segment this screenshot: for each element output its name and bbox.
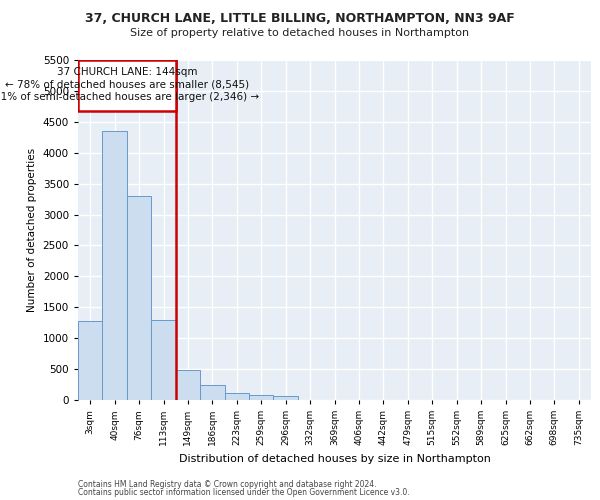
Text: ← 78% of detached houses are smaller (8,545): ← 78% of detached houses are smaller (8,… <box>5 80 249 90</box>
Text: Size of property relative to detached houses in Northampton: Size of property relative to detached ho… <box>130 28 470 38</box>
Bar <box>176 370 200 400</box>
Text: 37 CHURCH LANE: 144sqm: 37 CHURCH LANE: 144sqm <box>56 67 197 77</box>
Text: Contains public sector information licensed under the Open Government Licence v3: Contains public sector information licen… <box>78 488 410 497</box>
Y-axis label: Number of detached properties: Number of detached properties <box>27 148 37 312</box>
Bar <box>224 393 249 400</box>
Bar <box>151 320 176 400</box>
X-axis label: Distribution of detached houses by size in Northampton: Distribution of detached houses by size … <box>179 454 490 464</box>
Bar <box>249 396 274 400</box>
Bar <box>78 321 103 400</box>
Text: 37, CHURCH LANE, LITTLE BILLING, NORTHAMPTON, NN3 9AF: 37, CHURCH LANE, LITTLE BILLING, NORTHAM… <box>85 12 515 25</box>
Bar <box>200 385 224 400</box>
Bar <box>274 396 298 400</box>
Text: Contains HM Land Registry data © Crown copyright and database right 2024.: Contains HM Land Registry data © Crown c… <box>78 480 377 489</box>
Bar <box>103 131 127 400</box>
Bar <box>127 196 151 400</box>
FancyBboxPatch shape <box>78 60 176 110</box>
Text: 21% of semi-detached houses are larger (2,346) →: 21% of semi-detached houses are larger (… <box>0 92 259 102</box>
